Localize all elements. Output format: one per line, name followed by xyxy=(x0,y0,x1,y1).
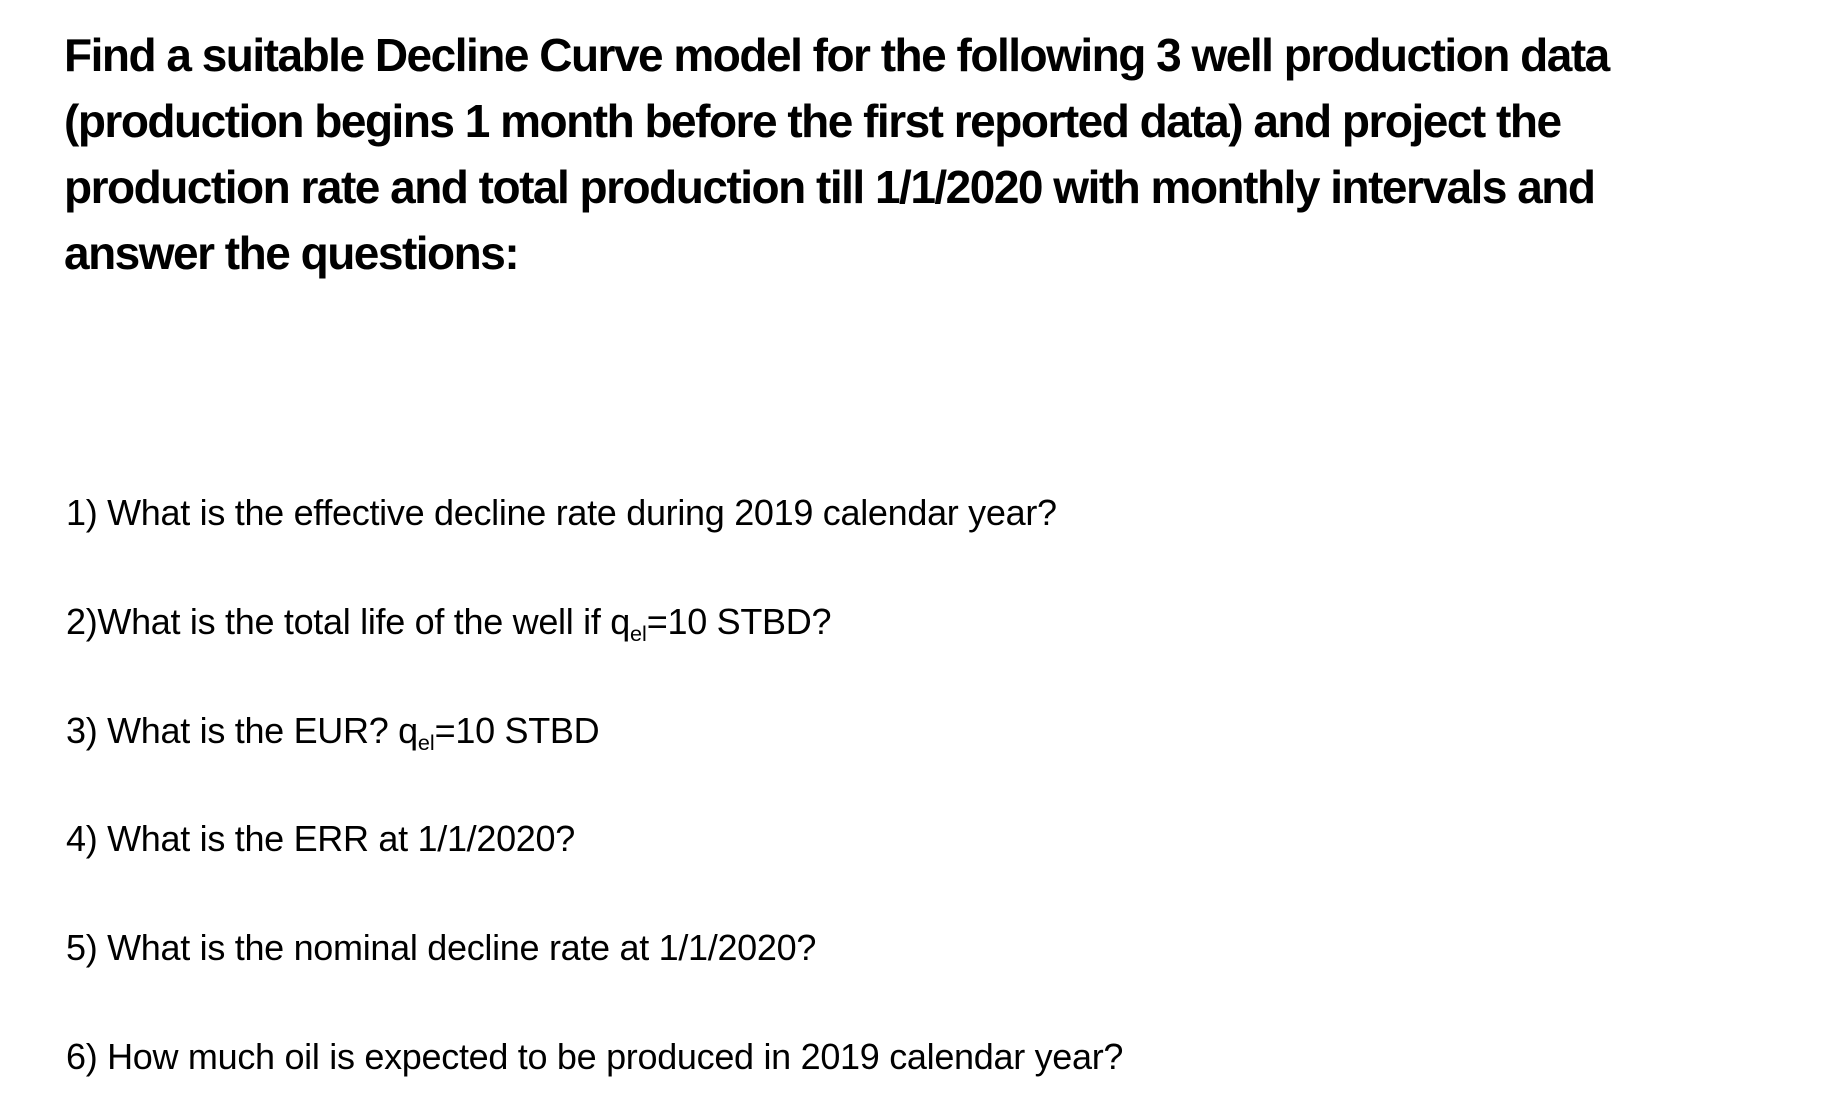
problem-statement-line-1: Find a suitable Decline Curve model for … xyxy=(64,29,1610,81)
question-2-text-post: =10 STBD? xyxy=(646,601,832,642)
question-3-text-post: =10 STBD xyxy=(434,710,600,751)
problem-statement: Find a suitable Decline Curve model for … xyxy=(64,22,1828,286)
problem-statement-line-3: production rate and total production til… xyxy=(64,161,1596,213)
problem-statement-line-2: (production begins 1 month before the fi… xyxy=(64,95,1562,147)
question-6-text: 6) How much oil is expected to be produc… xyxy=(66,1036,1124,1077)
question-3: 3) What is the EUR? qel=10 STBD xyxy=(66,710,600,764)
question-4: 4) What is the ERR at 1/1/2020? xyxy=(66,818,575,860)
question-4-text: 4) What is the ERR at 1/1/2020? xyxy=(66,818,575,859)
question-5: 5) What is the nominal decline rate at 1… xyxy=(66,927,816,969)
question-1-text: 1) What is the effective decline rate du… xyxy=(66,492,1057,533)
question-1: 1) What is the effective decline rate du… xyxy=(66,492,1057,534)
question-2-text-pre: 2)What is the total life of the well if … xyxy=(66,601,630,642)
question-2-qel-subscript: el xyxy=(629,620,647,646)
question-2: 2)What is the total life of the well if … xyxy=(66,601,831,655)
question-3-qel-subscript: el xyxy=(417,729,435,755)
question-5-text: 5) What is the nominal decline rate at 1… xyxy=(66,927,817,968)
question-6: 6) How much oil is expected to be produc… xyxy=(66,1036,1123,1078)
problem-statement-line-4: answer the questions: xyxy=(64,227,520,279)
question-3-text-pre: 3) What is the EUR? q xyxy=(66,710,418,751)
